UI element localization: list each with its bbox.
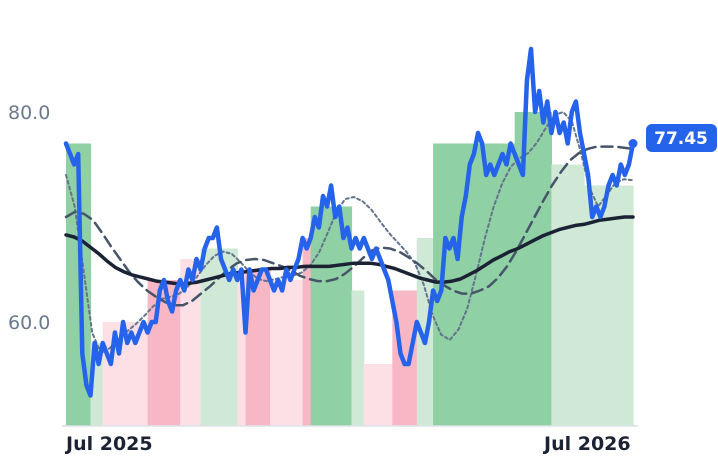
- y-tick-label-60: 60.0: [8, 312, 50, 334]
- series-lines: [63, 46, 638, 398]
- background-region-9: [302, 238, 312, 426]
- ma-long-line: [64, 215, 635, 286]
- background-region-17: [551, 164, 585, 426]
- background-region-11: [351, 290, 365, 426]
- background-region-10: [310, 206, 353, 426]
- last-point-marker: [628, 139, 638, 148]
- background-region-18: [584, 185, 597, 426]
- background-region-8: [270, 280, 304, 426]
- background-region-6: [237, 269, 247, 426]
- y-tick-label-80: 80.0: [8, 102, 50, 124]
- background-region-4: [180, 259, 202, 426]
- last-value-label: 77.45: [654, 129, 708, 149]
- background-region-12: [363, 364, 393, 426]
- last-value-badge-background: [646, 124, 717, 152]
- price-line: [63, 46, 636, 398]
- x-tick-label-jul-2026: Jul 2026: [542, 433, 631, 455]
- x-tick-label-jul-2025: Jul 2025: [64, 433, 153, 455]
- background-region-19: [596, 185, 634, 426]
- background-region-16: [514, 112, 552, 426]
- ma-short-line: [65, 111, 634, 355]
- last-value-badge: 77.45: [646, 124, 717, 152]
